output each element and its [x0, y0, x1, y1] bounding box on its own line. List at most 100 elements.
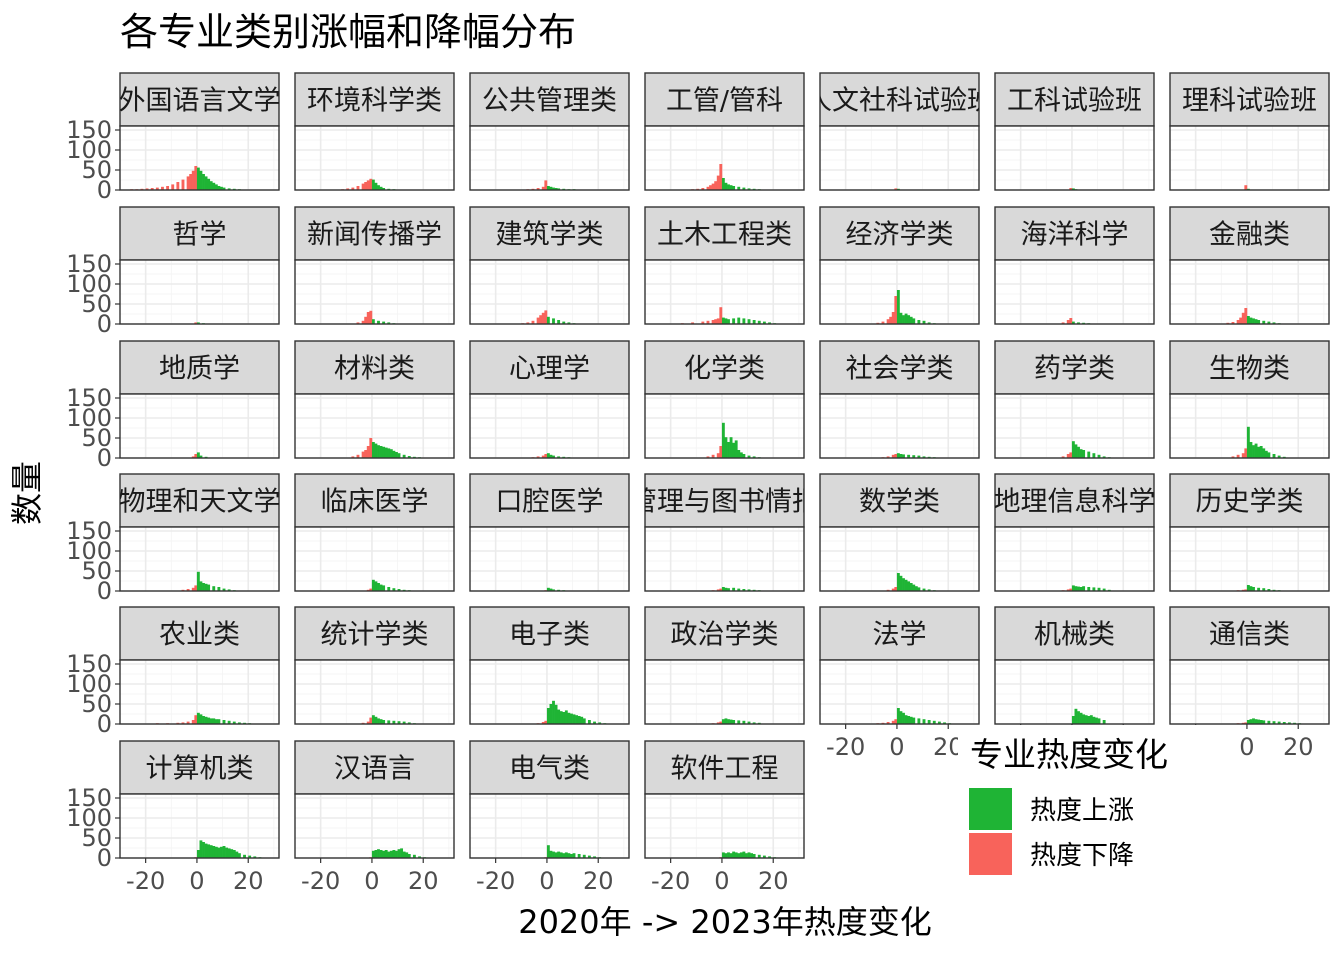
bar-increase	[917, 718, 921, 724]
facet-plot-area	[645, 260, 804, 324]
bar-increase	[1246, 585, 1250, 591]
bar-increase	[371, 850, 375, 858]
facet-grid-lines	[820, 660, 979, 725]
bar-increase	[552, 700, 555, 724]
facet-strip-label: 计算机类	[146, 754, 254, 785]
bar-increase	[204, 843, 208, 858]
legend-label: 热度上涨	[1030, 796, 1134, 826]
facet-panel-border	[119, 125, 280, 191]
bar-increase	[899, 454, 903, 458]
facet-strip	[294, 72, 455, 127]
bar-increase	[387, 587, 391, 591]
y-tick-label: 150	[66, 384, 112, 412]
facet-panel-border	[469, 393, 630, 459]
bar-increase	[214, 184, 218, 190]
x-tick-label: 0	[889, 733, 904, 761]
facet-strip	[819, 206, 980, 261]
bar-increase	[1262, 588, 1266, 591]
facet-strip-label: 管理与图书情报	[630, 487, 819, 518]
bar-increase	[397, 453, 401, 458]
bar-increase	[418, 856, 421, 858]
facet-strip	[469, 740, 630, 795]
bar-increase	[371, 319, 375, 324]
bar-increase	[912, 584, 916, 591]
bar-increase	[727, 442, 730, 458]
bar-increase	[899, 711, 903, 724]
x-tick-label: -20	[826, 733, 865, 761]
bar-increase	[549, 850, 553, 858]
facet-panel-border	[119, 659, 280, 725]
bar-increase	[1089, 715, 1093, 724]
bar-increase	[757, 320, 761, 324]
y-tick-label: 150	[66, 250, 112, 278]
bar-increase	[742, 720, 746, 724]
bar-increase	[907, 454, 911, 458]
bar-increase	[1252, 318, 1255, 324]
bar-increase	[222, 187, 226, 190]
bar-increase	[899, 312, 903, 324]
facet-strip-label: 化学类	[684, 354, 765, 385]
y-tick-label: 0	[97, 310, 112, 338]
bar-increase	[387, 720, 391, 724]
bar-increase	[1087, 716, 1091, 724]
bar-increase	[1246, 426, 1250, 458]
facet-panel-border	[469, 125, 630, 191]
bar-increase	[546, 587, 550, 591]
bar-decrease	[1236, 454, 1240, 458]
bar-increase	[554, 704, 558, 724]
bar-decrease	[1244, 722, 1248, 724]
facet-plot-area	[295, 260, 454, 324]
y-tick-label: 50	[81, 424, 112, 452]
bar-increase	[552, 851, 555, 858]
bar-increase	[253, 856, 257, 858]
bar-decrease	[716, 318, 720, 324]
y-tick-label: 0	[97, 176, 112, 204]
bar-increase	[196, 167, 200, 190]
facet-strip-label: 哲学	[173, 220, 227, 251]
bar-increase	[209, 845, 213, 858]
bar-increase	[212, 718, 216, 724]
bar-increase	[196, 850, 200, 858]
bar-increase	[1079, 587, 1083, 591]
y-tick-label: 100	[66, 670, 112, 698]
bar-increase	[729, 853, 733, 858]
bar-increase	[927, 720, 931, 724]
bar-increase	[732, 851, 736, 858]
x-tick-label: 0	[1239, 733, 1254, 761]
bar-increase	[917, 587, 921, 591]
bar-increase	[1102, 588, 1106, 591]
bar-increase	[1249, 442, 1253, 458]
facet-bars	[544, 845, 602, 858]
bar-increase	[392, 720, 396, 724]
bar-increase	[1092, 587, 1096, 591]
bar-increase	[932, 720, 936, 724]
facet-panel-border	[119, 793, 280, 859]
bar-increase	[1082, 450, 1086, 458]
facet-strip-label: 汉语言	[334, 754, 415, 785]
bar-increase	[214, 719, 218, 724]
bar-increase	[371, 579, 375, 591]
bar-increase	[577, 854, 581, 858]
facet-strip-label: 药学类	[1034, 354, 1115, 385]
bar-increase	[217, 587, 221, 591]
facet-strip-label: 心理学	[509, 354, 590, 385]
facet-plot-area	[995, 527, 1154, 591]
bar-increase	[217, 186, 221, 190]
bar-increase	[237, 853, 241, 858]
bar-increase	[552, 455, 555, 458]
facet-panel: 法学	[819, 606, 980, 725]
bar-decrease	[351, 187, 355, 190]
bar-decrease	[719, 446, 723, 458]
legend-title: 专业热度变化	[970, 735, 1168, 774]
bar-increase	[546, 186, 550, 190]
bar-increase	[734, 440, 738, 458]
y-axis-title: 数量	[8, 461, 46, 525]
bar-increase	[582, 854, 586, 858]
bar-decrease	[886, 722, 890, 724]
bar-decrease	[706, 456, 710, 458]
y-tick-label: 50	[81, 557, 112, 585]
y-tick-label: 100	[66, 804, 112, 832]
bar-increase	[943, 722, 946, 724]
bar-increase	[382, 446, 386, 458]
bar-increase	[742, 851, 746, 858]
